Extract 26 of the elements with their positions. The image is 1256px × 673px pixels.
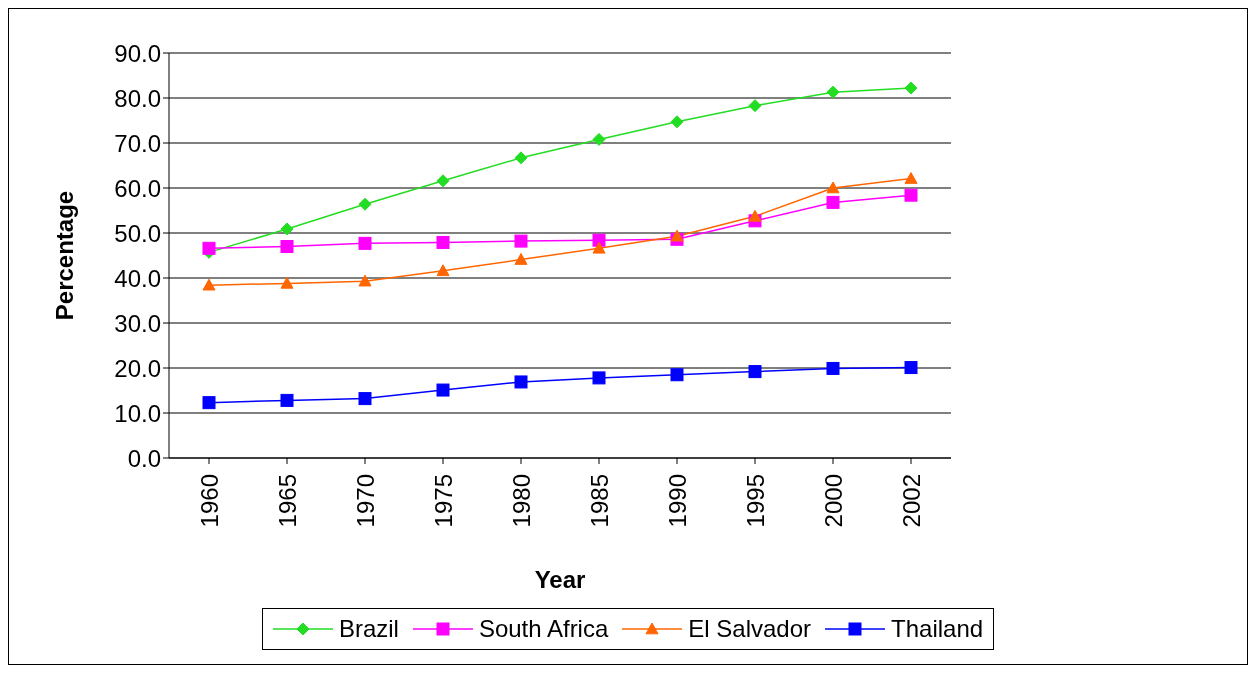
y-tick-label: 40.0 [114,264,161,292]
x-tick-label: 1960 [195,474,223,528]
x-tick-label: 1985 [585,474,613,528]
y-axis-title: Percentage [50,190,78,321]
x-tick-label: 2000 [819,474,847,528]
y-tick-label: 50.0 [114,219,161,247]
legend-label: Thailand [891,615,984,643]
y-tick-label: 60.0 [114,174,161,202]
x-axis-title: Year [534,566,586,593]
x-tick-label: 1970 [351,474,379,528]
y-tick-label: 20.0 [114,354,161,382]
y-tick-label: 10.0 [114,399,161,427]
y-tick-label: 80.0 [114,84,161,112]
y-tick-label: 0.0 [127,444,161,472]
legend-label: El Salvador [688,615,812,643]
y-tick-label: 90.0 [114,39,161,67]
x-tick-label: 1965 [273,474,301,528]
y-tick-label: 70.0 [114,129,161,157]
x-tick-label: 1980 [507,474,535,528]
legend-label: Brazil [338,615,399,643]
x-tick-label: 1975 [429,474,457,528]
y-tick-label: 30.0 [114,309,161,337]
legend-label: South Africa [478,615,609,643]
x-tick-label: 2002 [897,474,925,528]
x-tick-label: 1990 [663,474,691,528]
x-tick-label: 1995 [741,474,769,528]
